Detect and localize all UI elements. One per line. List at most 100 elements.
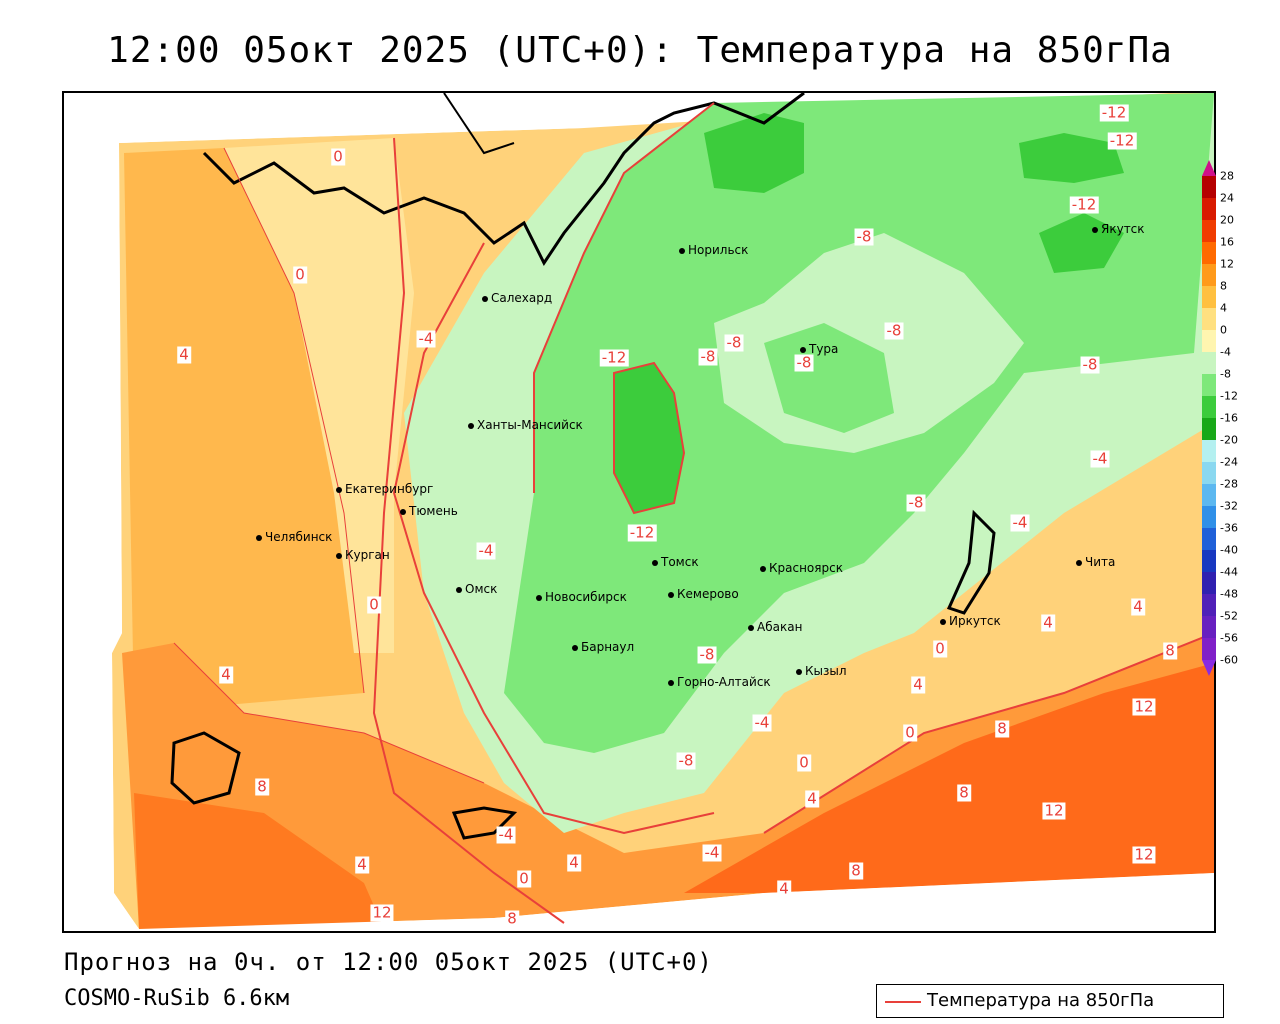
colorbar-tick-label: -8 [1220, 367, 1231, 381]
isotherm-8 [173, 642, 485, 784]
isotherm-minus8 [533, 102, 715, 493]
contour-label: 8 [995, 719, 1009, 738]
contour-label: 4 [1041, 613, 1055, 632]
contour-label: 4 [911, 675, 925, 694]
colorbar-swatch [1202, 286, 1216, 308]
forecast-info: Прогноз на 0ч. от 12:00 05окт 2025 (UTC+… [64, 948, 713, 976]
lake-baikal-outline [946, 509, 996, 615]
contour-label: 4 [355, 855, 369, 874]
contour-label: 4 [1131, 597, 1145, 616]
city-dot-icon [536, 594, 542, 601]
city-norilsk: Норильск [679, 243, 748, 257]
cold-core-north-east [1019, 133, 1124, 183]
contour-label: -12 [1069, 195, 1099, 214]
colorbar-swatch [1202, 242, 1216, 264]
southwest-hot-core [134, 793, 384, 929]
colorbar-swatch [1202, 550, 1216, 572]
novaya-zemlya-coast [443, 93, 515, 155]
contour-label: -8 [854, 227, 874, 246]
contour-label: -4 [702, 843, 722, 862]
colorbar-swatch [1202, 506, 1216, 528]
colorbar-tick-label: -52 [1220, 609, 1238, 623]
contour-label: 0 [797, 753, 811, 772]
colorbar-top-arrow [1202, 160, 1216, 176]
contour-label: 12 [1042, 801, 1066, 820]
contour-label: 4 [177, 345, 191, 364]
contour-label: -4 [496, 825, 516, 844]
caspian-sea-outline [170, 731, 241, 805]
isotherm-4-east [763, 632, 1214, 834]
cold-core-yakutsk [1039, 213, 1124, 273]
aral-lake-outline [451, 806, 518, 840]
city-tomsk: Томск [652, 555, 699, 569]
outside-domain-w [64, 143, 139, 929]
arctic-coastline [202, 93, 805, 266]
contour-label: -12 [1107, 131, 1137, 150]
isotherm-4 [223, 147, 365, 694]
tura-cold-pocket [764, 323, 894, 433]
city-tura: Тура [800, 342, 838, 356]
model-name: COSMO-RuSib 6.6км [64, 986, 290, 1011]
city-dot-icon [1076, 559, 1082, 566]
city-tyumen: Тюмень [400, 504, 458, 518]
contour-label: -8 [884, 321, 904, 340]
contour-label: -8 [1080, 355, 1100, 374]
contour-label: -8 [676, 751, 696, 770]
contour-label: 0 [367, 595, 381, 614]
contour-label: 0 [933, 639, 947, 658]
contour-label: 8 [1163, 641, 1177, 660]
contour-label: 4 [777, 879, 791, 898]
contour-label: -12 [1099, 103, 1129, 122]
city-yakutsk: Якутск [1092, 222, 1145, 236]
isotherm-0 [372, 137, 565, 924]
outside-domain-s [64, 873, 1214, 931]
contour-label: 8 [849, 861, 863, 880]
city-gorno-altaysk: Горно-Алтайск [668, 675, 771, 689]
colorbar-tick-label: 8 [1220, 279, 1227, 293]
colorbar-tick-label: 12 [1220, 257, 1234, 271]
city-dot-icon [482, 295, 488, 302]
colorbar-swatch [1202, 418, 1216, 440]
colorbar-tick-label: 4 [1220, 301, 1227, 315]
west-warm-band [124, 148, 364, 713]
colorbar-tick-label: -36 [1220, 521, 1238, 535]
isotherm-minus12 [613, 361, 686, 515]
city-krasnoyarsk: Красноярск [760, 561, 843, 575]
isotherm-minus4 [392, 242, 715, 835]
contour-label: -8 [724, 333, 744, 352]
colorbar-bottom-arrow [1202, 660, 1216, 676]
colorbar-tick-label: -28 [1220, 477, 1238, 491]
colorbar-swatch [1202, 220, 1216, 242]
colorbar-swatch [1202, 484, 1216, 506]
city-dot-icon [652, 559, 658, 566]
contour-label: -12 [627, 523, 657, 542]
colorbar-tick-label: -12 [1220, 389, 1238, 403]
contour-label: 12 [1132, 697, 1156, 716]
colorbar-tick-label: 0 [1220, 323, 1227, 337]
contour-label: 8 [255, 777, 269, 796]
contour-label: 8 [957, 783, 971, 802]
contour-label: 12 [1132, 845, 1156, 864]
city-dot-icon [668, 591, 674, 598]
city-irkutsk: Иркутск [940, 614, 1001, 628]
colorbar-swatch [1202, 528, 1216, 550]
city-dot-icon [668, 679, 674, 686]
contour-label: -8 [698, 347, 718, 366]
city-dot-icon [800, 346, 806, 353]
contour-label: -4 [416, 329, 436, 348]
city-yekaterinburg: Екатеринбург [336, 482, 433, 496]
map-title: 12:00 05окт 2025 (UTC+0): Температура на… [107, 30, 1173, 71]
contour-label: 4 [219, 665, 233, 684]
city-dot-icon [336, 486, 342, 493]
contour-label: -4 [476, 541, 496, 560]
colorbar-tick-label: -60 [1220, 653, 1238, 667]
contour-label: 4 [567, 853, 581, 872]
city-dot-icon [456, 586, 462, 593]
colorbar-swatch [1202, 616, 1216, 638]
city-dot-icon [679, 247, 685, 254]
city-kyzyl: Кызыл [796, 664, 847, 678]
city-dot-icon [760, 565, 766, 572]
contour-label: 0 [903, 723, 917, 742]
contour-label: 0 [331, 147, 345, 166]
city-kurgan: Курган [336, 548, 390, 562]
